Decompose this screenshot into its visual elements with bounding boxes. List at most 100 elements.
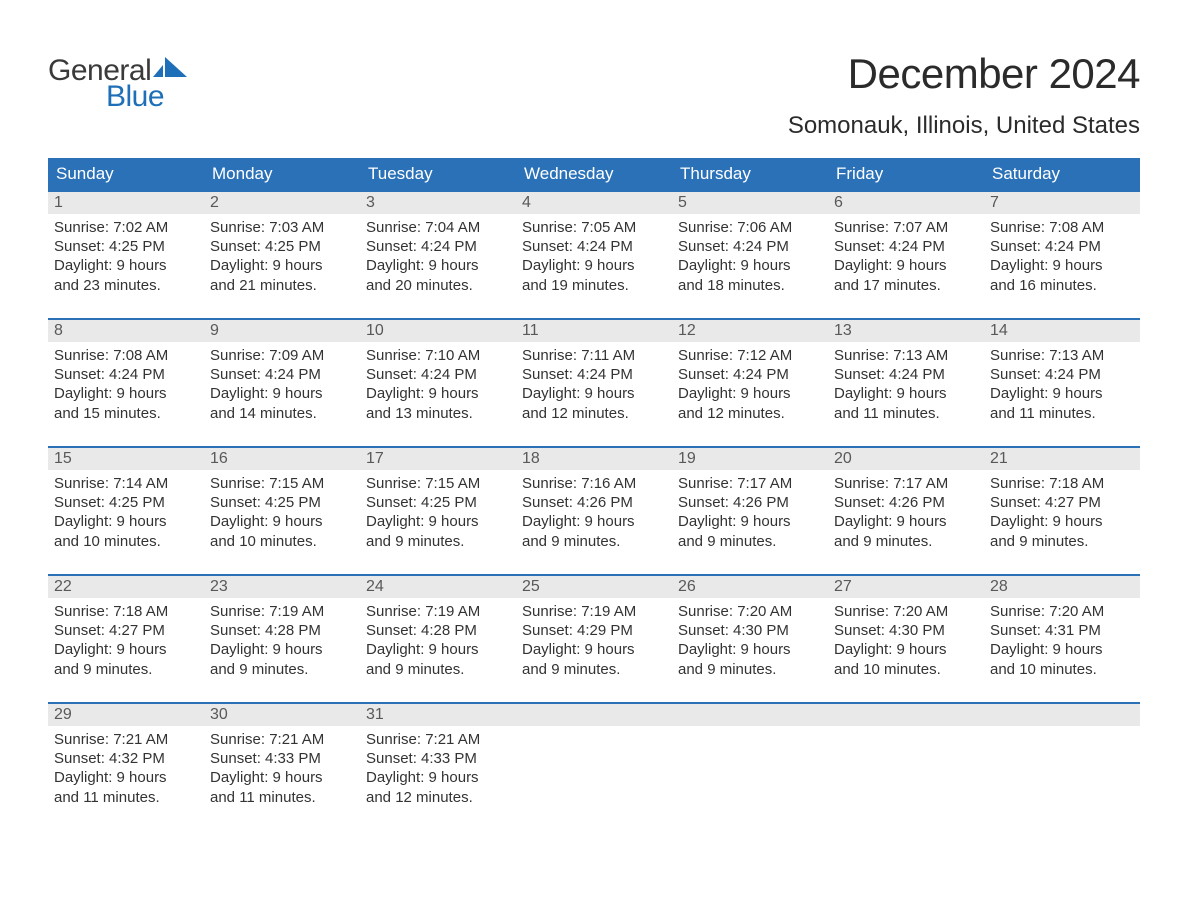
calendar-week: 8Sunrise: 7:08 AMSunset: 4:24 PMDaylight… [48,318,1140,432]
sunset-line: Sunset: 4:24 PM [834,365,978,384]
daylight-line-2: and 11 minutes. [54,788,198,807]
day-details: Sunrise: 7:03 AMSunset: 4:25 PMDaylight:… [204,214,360,301]
sunset-line: Sunset: 4:24 PM [210,365,354,384]
calendar-cell: 21Sunrise: 7:18 AMSunset: 4:27 PMDayligh… [984,448,1140,560]
day-number-row: . [828,704,984,726]
calendar-cell: 5Sunrise: 7:06 AMSunset: 4:24 PMDaylight… [672,192,828,304]
daylight-line-2: and 11 minutes. [990,404,1134,423]
calendar: Sunday Monday Tuesday Wednesday Thursday… [48,158,1140,816]
day-number-row: 6 [828,192,984,214]
daylight-line-1: Daylight: 9 hours [678,640,822,659]
day-number: 30 [210,706,228,723]
day-details: Sunrise: 7:08 AMSunset: 4:24 PMDaylight:… [984,214,1140,301]
calendar-cell: 29Sunrise: 7:21 AMSunset: 4:32 PMDayligh… [48,704,204,816]
day-number: 4 [522,194,531,211]
daylight-line-2: and 12 minutes. [678,404,822,423]
sunset-line: Sunset: 4:24 PM [990,365,1134,384]
day-number: 20 [834,450,852,467]
daylight-line-2: and 9 minutes. [522,532,666,551]
daylight-line-1: Daylight: 9 hours [522,512,666,531]
daylight-line-1: Daylight: 9 hours [834,512,978,531]
daylight-line-2: and 10 minutes. [210,532,354,551]
sunrise-line: Sunrise: 7:19 AM [210,602,354,621]
day-number-row: 7 [984,192,1140,214]
sunset-line: Sunset: 4:25 PM [210,237,354,256]
sunset-line: Sunset: 4:31 PM [990,621,1134,640]
day-number: 3 [366,194,375,211]
sunrise-line: Sunrise: 7:20 AM [834,602,978,621]
day-header-mon: Monday [204,158,360,190]
daylight-line-1: Daylight: 9 hours [210,512,354,531]
sunrise-line: Sunrise: 7:17 AM [834,474,978,493]
calendar-cell: 26 Sunrise: 7:20 AMSunset: 4:30 PMDayligh… [672,576,828,688]
calendar-cell: 23Sunrise: 7:19 AMSunset: 4:28 PMDayligh… [204,576,360,688]
day-details: Sunrise: 7:15 AMSunset: 4:25 PMDaylight:… [360,470,516,557]
day-number-row: 11 [516,320,672,342]
day-number-row: 29 [48,704,204,726]
daylight-line-2: and 9 minutes. [990,532,1134,551]
sunrise-line: Sunrise: 7:19 AM [366,602,510,621]
day-number: 19 [678,450,696,467]
day-number-row: 19 [672,448,828,470]
day-details: Sunrise: 7:09 AMSunset: 4:24 PMDaylight:… [204,342,360,429]
sunrise-line: Sunrise: 7:03 AM [210,218,354,237]
day-details: Sunrise: 7:20 AMSunset: 4:30 PMDaylight:… [672,598,828,685]
daylight-line-2: and 21 minutes. [210,276,354,295]
daylight-line-1: Daylight: 9 hours [366,768,510,787]
day-header-row: Sunday Monday Tuesday Wednesday Thursday… [48,158,1140,190]
day-number: 26 [678,578,696,595]
daylight-line-1: Daylight: 9 hours [210,384,354,403]
day-header-wed: Wednesday [516,158,672,190]
day-details: Sunrise: 7:13 AMSunset: 4:24 PMDaylight:… [984,342,1140,429]
daylight-line-2: and 15 minutes. [54,404,198,423]
day-details: Sunrise: 7:05 AMSunset: 4:24 PMDaylight:… [516,214,672,301]
day-number-row: 17 [360,448,516,470]
daylight-line-2: and 12 minutes. [522,404,666,423]
sunrise-line: Sunrise: 7:02 AM [54,218,198,237]
day-number-row: 12 [672,320,828,342]
day-number-row: 20 [828,448,984,470]
daylight-line-2: and 16 minutes. [990,276,1134,295]
calendar-week: 15Sunrise: 7:14 AMSunset: 4:25 PMDayligh… [48,446,1140,560]
calendar-cell: 16Sunrise: 7:15 AMSunset: 4:25 PMDayligh… [204,448,360,560]
sunrise-line: Sunrise: 7:14 AM [54,474,198,493]
daylight-line-2: and 23 minutes. [54,276,198,295]
calendar-cell: 28Sunrise: 7:20 AMSunset: 4:31 PMDayligh… [984,576,1140,688]
day-number-row: 15 [48,448,204,470]
sunrise-line: Sunrise: 7:12 AM [678,346,822,365]
calendar-week: 22Sunrise: 7:18 AMSunset: 4:27 PMDayligh… [48,574,1140,688]
sunrise-line: Sunrise: 7:17 AM [678,474,822,493]
day-number-row: 22 [48,576,204,598]
calendar-cell: 8Sunrise: 7:08 AMSunset: 4:24 PMDaylight… [48,320,204,432]
day-details: Sunrise: 7:10 AMSunset: 4:24 PMDaylight:… [360,342,516,429]
sunset-line: Sunset: 4:24 PM [366,237,510,256]
day-number: 16 [210,450,228,467]
calendar-week: 1Sunrise: 7:02 AMSunset: 4:25 PMDaylight… [48,190,1140,304]
sunset-line: Sunset: 4:28 PM [366,621,510,640]
sunset-line: Sunset: 4:26 PM [678,493,822,512]
calendar-cell: 12Sunrise: 7:12 AMSunset: 4:24 PMDayligh… [672,320,828,432]
day-details: Sunrise: 7:16 AMSunset: 4:26 PMDaylight:… [516,470,672,557]
brand-logo: General Blue [48,54,187,114]
sunset-line: Sunset: 4:24 PM [678,237,822,256]
daylight-line-1: Daylight: 9 hours [522,384,666,403]
day-number-row: 18 [516,448,672,470]
calendar-cell-empty: . [672,704,828,816]
sunset-line: Sunset: 4:24 PM [366,365,510,384]
day-number-row: 16 [204,448,360,470]
calendar-cell-empty: . [984,704,1140,816]
day-number-row: 4 [516,192,672,214]
day-details: Sunrise: 7:20 AMSunset: 4:30 PMDaylight:… [828,598,984,685]
day-number: 17 [366,450,384,467]
sunrise-line: Sunrise: 7:21 AM [54,730,198,749]
day-number: 10 [366,322,384,339]
daylight-line-1: Daylight: 9 hours [210,640,354,659]
sunrise-line: Sunrise: 7:09 AM [210,346,354,365]
daylight-line-1: Daylight: 9 hours [54,512,198,531]
day-details: Sunrise: 7:08 AMSunset: 4:24 PMDaylight:… [48,342,204,429]
day-number: 31 [366,706,384,723]
daylight-line-1: Daylight: 9 hours [834,256,978,275]
calendar-cell: 20Sunrise: 7:17 AMSunset: 4:26 PMDayligh… [828,448,984,560]
daylight-line-2: and 19 minutes. [522,276,666,295]
daylight-line-2: and 10 minutes. [990,660,1134,679]
